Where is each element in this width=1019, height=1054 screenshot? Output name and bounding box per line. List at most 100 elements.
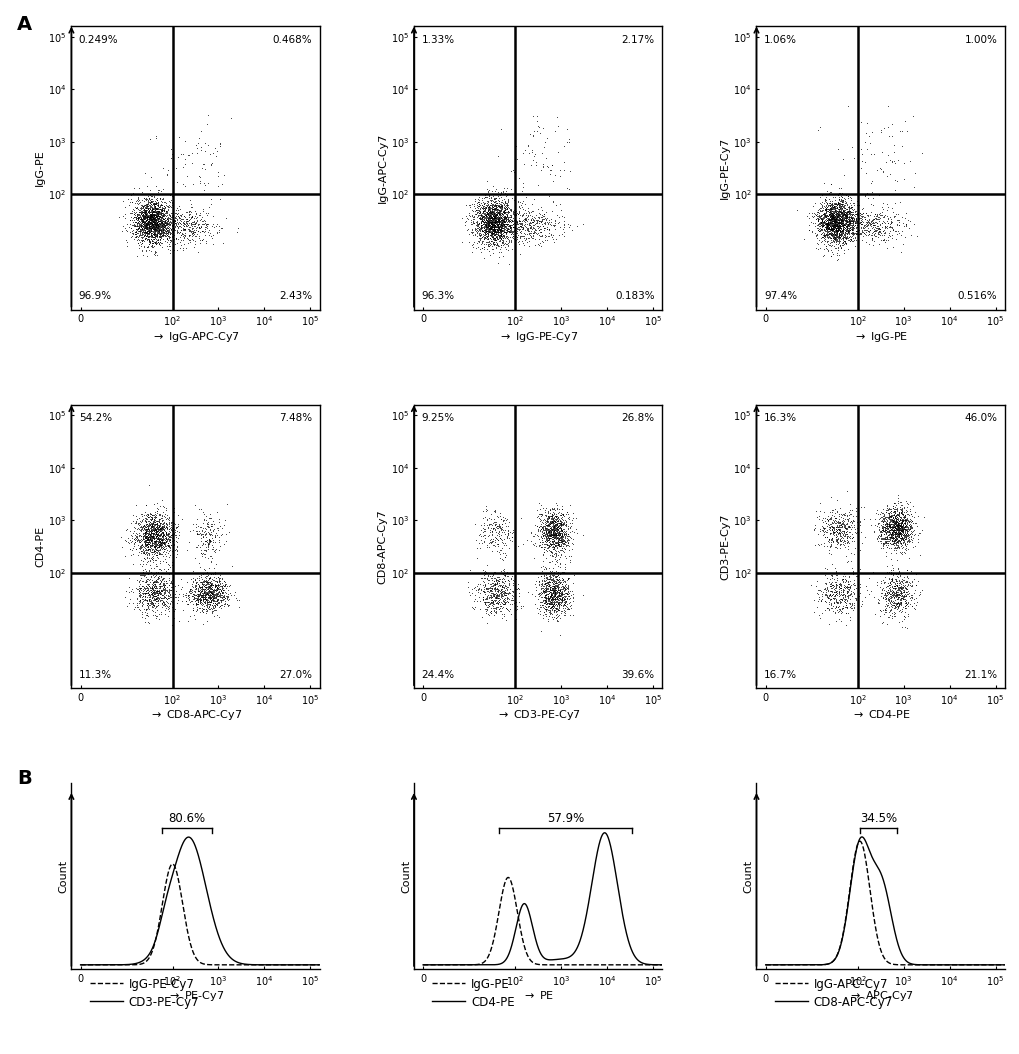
- Point: [128, 208, 145, 225]
- Point: [124, 527, 141, 544]
- Point: [824, 210, 841, 227]
- Point: [547, 507, 564, 524]
- Point: [525, 214, 541, 231]
- Point: [882, 508, 899, 525]
- Point: [178, 215, 195, 232]
- Point: [497, 584, 514, 601]
- Point: [557, 538, 574, 554]
- Point: [847, 223, 863, 240]
- Point: [819, 212, 836, 229]
- Point: [126, 520, 143, 536]
- Point: [152, 521, 168, 538]
- Point: [827, 208, 844, 225]
- Point: [490, 524, 506, 541]
- Point: [176, 230, 193, 247]
- Point: [819, 208, 836, 225]
- Point: [891, 591, 907, 608]
- Point: [827, 229, 844, 246]
- Point: [145, 210, 161, 227]
- Point: [479, 601, 495, 618]
- Point: [527, 214, 543, 231]
- Point: [821, 176, 838, 193]
- Point: [897, 529, 913, 546]
- Point: [552, 533, 569, 550]
- Point: [495, 202, 512, 219]
- Point: [862, 516, 878, 533]
- Point: [895, 519, 911, 535]
- Point: [143, 222, 159, 239]
- Point: [561, 582, 578, 599]
- Point: [544, 516, 560, 533]
- Point: [878, 515, 895, 532]
- Point: [479, 564, 495, 581]
- Point: [148, 509, 164, 526]
- Point: [835, 217, 851, 234]
- Point: [521, 125, 537, 142]
- Point: [480, 220, 496, 237]
- Point: [833, 582, 849, 599]
- Point: [544, 194, 560, 211]
- Point: [139, 507, 155, 524]
- Point: [165, 229, 181, 246]
- Point: [544, 522, 560, 539]
- Point: [479, 218, 495, 235]
- Point: [889, 525, 905, 542]
- Point: [202, 547, 218, 564]
- Point: [500, 199, 517, 216]
- Point: [485, 217, 501, 234]
- Point: [143, 529, 159, 546]
- Point: [843, 203, 859, 220]
- Point: [891, 596, 907, 612]
- Point: [540, 536, 556, 553]
- Point: [203, 191, 219, 208]
- Point: [141, 527, 157, 544]
- Point: [542, 524, 558, 541]
- Point: [883, 587, 900, 604]
- Point: [140, 213, 156, 230]
- Point: [137, 580, 153, 597]
- Point: [881, 218, 898, 235]
- Point: [491, 206, 507, 222]
- Point: [880, 573, 897, 590]
- Point: [882, 573, 899, 590]
- Point: [832, 192, 848, 209]
- Point: [491, 546, 507, 563]
- Point: [149, 521, 165, 538]
- Point: [543, 565, 559, 582]
- Point: [131, 532, 148, 549]
- Point: [162, 216, 178, 233]
- Point: [161, 512, 177, 529]
- Point: [826, 215, 843, 232]
- Point: [476, 211, 492, 228]
- Point: [489, 531, 505, 548]
- Point: [157, 531, 173, 548]
- Point: [545, 578, 561, 594]
- Point: [136, 207, 152, 223]
- Point: [896, 519, 912, 535]
- Point: [191, 578, 207, 594]
- Point: [867, 208, 883, 225]
- Point: [502, 221, 519, 238]
- Point: [497, 225, 514, 241]
- Point: [496, 213, 513, 230]
- Point: [888, 522, 904, 539]
- Point: [837, 212, 853, 229]
- Point: [892, 534, 908, 551]
- Point: [888, 573, 904, 590]
- Point: [492, 228, 508, 245]
- Point: [544, 597, 560, 613]
- Point: [558, 525, 575, 542]
- Point: [145, 213, 161, 230]
- Point: [206, 543, 222, 560]
- Point: [558, 599, 575, 616]
- Point: [835, 234, 851, 251]
- Point: [476, 202, 492, 219]
- Point: [823, 220, 840, 237]
- Point: [838, 528, 854, 545]
- Point: [843, 207, 859, 223]
- Point: [214, 583, 230, 600]
- Point: [147, 543, 163, 560]
- Point: [887, 596, 903, 612]
- Point: [487, 604, 503, 621]
- Point: [813, 229, 829, 246]
